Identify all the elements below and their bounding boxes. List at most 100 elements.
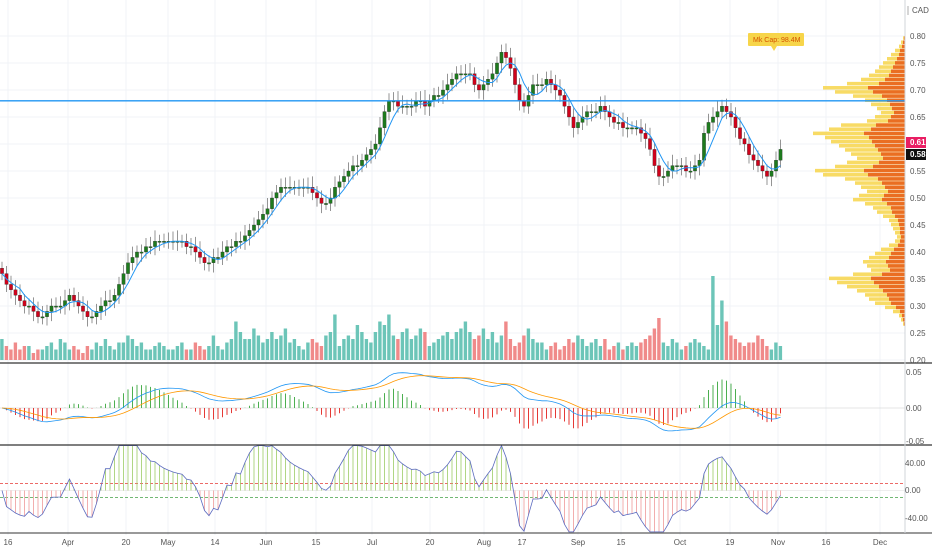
volume-bar: [36, 349, 40, 360]
volume-bar: [58, 339, 63, 360]
volume-profile-bar-dark: [895, 61, 905, 65]
volume-profile-bar-dark: [883, 156, 905, 160]
volume-profile-bar-dark: [882, 272, 905, 276]
volume-profile-bar-dark: [900, 226, 905, 231]
x-tick-label: Dec: [873, 538, 887, 547]
candle-body: [85, 311, 90, 317]
candle-body: [495, 62, 499, 74]
candle-body: [558, 89, 562, 96]
volume-bar: [207, 346, 211, 360]
candle-body: [355, 165, 360, 167]
volume-profile-bar-dark: [871, 276, 905, 281]
candle-body: [261, 214, 265, 220]
candle-body: [36, 311, 40, 317]
price-tick-label: 0.55: [910, 167, 926, 176]
volume-bar: [486, 339, 490, 360]
volume-profile-bar: [871, 268, 905, 272]
volume-profile-bar: [879, 65, 905, 69]
volume-profile-bar: [855, 181, 905, 185]
candle-body: [598, 106, 603, 112]
candle-body: [238, 241, 243, 243]
volume-bar: [346, 335, 351, 360]
volume-profile-bar-dark: [891, 301, 905, 305]
volume-bar: [117, 342, 121, 360]
volume-profile-bar-dark: [894, 247, 905, 252]
candle-body: [328, 197, 333, 204]
volume-bar: [373, 332, 378, 360]
candle-body: [544, 79, 549, 85]
volume-bar: [328, 332, 333, 360]
volume-profile-bar-dark: [891, 115, 905, 119]
candle-body: [324, 203, 328, 205]
volume-bar: [589, 342, 594, 360]
volume-bar: [297, 346, 301, 360]
volume-bar: [144, 349, 148, 360]
candle-body: [243, 235, 247, 242]
candle-body: [733, 116, 738, 128]
candle-body: [40, 316, 45, 319]
volume-profile-bar-dark: [889, 73, 905, 78]
volume-bar: [193, 342, 198, 360]
volume-bar: [238, 332, 243, 360]
volume-bar: [513, 346, 517, 360]
volume-bar: [265, 339, 270, 360]
volume-bar: [103, 339, 108, 360]
volume-bar: [508, 339, 513, 360]
volume-bar: [216, 346, 220, 360]
volume-bar: [184, 349, 189, 360]
candle-body: [252, 224, 256, 231]
candle-body: [625, 127, 630, 130]
volume-profile-bar-dark: [868, 173, 905, 177]
volume-profile-bar: [877, 210, 905, 214]
volume-profile-bar: [857, 156, 905, 160]
volume-bar: [724, 321, 729, 360]
candlesticks: [0, 43, 783, 327]
volume-bar: [562, 346, 567, 360]
volume-bar: [472, 339, 477, 360]
volume-bar: [189, 349, 193, 360]
volume-bar: [634, 346, 639, 360]
candle-body: [594, 111, 598, 113]
volume-bar: [211, 335, 216, 360]
x-tick-label: 17: [518, 538, 527, 547]
mkcap-callout-bg: [748, 33, 804, 46]
candle-body: [360, 160, 364, 166]
candle-body: [220, 251, 225, 258]
volume-bar: [121, 342, 126, 360]
candle-body: [121, 273, 126, 285]
candle-body: [67, 295, 72, 301]
volume-bar: [112, 349, 117, 360]
candle-body: [688, 170, 693, 173]
volume-profile-bar-dark: [892, 106, 905, 111]
volume-bar: [567, 339, 571, 360]
candle-body: [216, 257, 220, 259]
candle-body: [648, 138, 652, 150]
volume-profile-bar-dark: [873, 90, 905, 94]
volume-bar: [9, 349, 13, 360]
volume-profile-bar: [847, 284, 905, 289]
volume-bar: [108, 346, 112, 360]
candle-body: [225, 246, 229, 253]
candle-body: [157, 241, 162, 243]
volume-bar: [445, 332, 450, 360]
volume-bar: [288, 342, 292, 360]
candle-body: [576, 122, 580, 128]
candle-body: [139, 251, 144, 254]
volume-profile-bar: [865, 202, 905, 206]
volume-profile-bar: [887, 57, 905, 61]
candle-body: [459, 73, 463, 76]
candle-body: [621, 122, 625, 128]
volume-bar: [711, 276, 715, 360]
volume-profile-bar: [831, 139, 905, 144]
candle-body: [603, 106, 607, 112]
mkcap-callout-pointer: [771, 46, 777, 51]
price-tag-red: 0.61: [910, 138, 926, 147]
volume-bar: [585, 346, 589, 360]
candle-body: [135, 251, 139, 258]
volume-bar: [139, 342, 144, 360]
volume-profile-bar: [869, 297, 905, 301]
volume-profile-bar: [845, 148, 905, 152]
volume-profile-bar: [861, 185, 905, 189]
x-tick-label: 16: [822, 538, 831, 547]
